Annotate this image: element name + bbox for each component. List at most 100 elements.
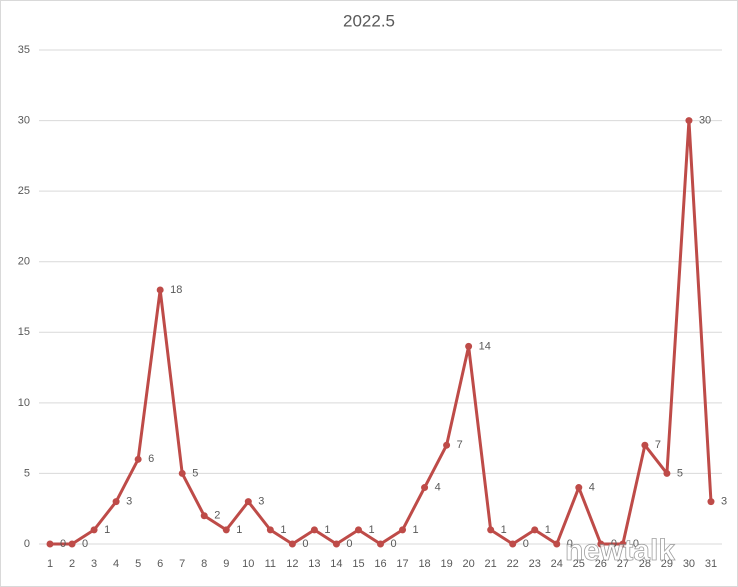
data-label: 6 <box>148 453 154 465</box>
point <box>465 342 473 350</box>
x-tick-label: 24 <box>551 558 563 570</box>
x-tick-label: 4 <box>113 558 119 570</box>
data-label: 5 <box>192 467 198 479</box>
data-label: 0 <box>346 538 352 550</box>
point <box>112 498 120 506</box>
point <box>134 455 142 463</box>
data-label: 2 <box>214 510 220 522</box>
x-tick-label: 19 <box>440 558 452 570</box>
x-tick-label: 29 <box>661 558 673 570</box>
point <box>421 484 429 492</box>
point <box>663 469 671 477</box>
data-label: 4 <box>435 481 441 493</box>
x-tick-label: 26 <box>595 558 607 570</box>
point <box>90 526 98 534</box>
point <box>487 526 495 534</box>
point <box>377 540 384 548</box>
point <box>597 540 605 548</box>
data-label: 1 <box>413 524 419 536</box>
data-label: 1 <box>280 524 286 536</box>
point <box>68 540 76 548</box>
y-tick-label: 20 <box>18 256 30 268</box>
point <box>178 469 186 477</box>
x-tick-label: 14 <box>330 558 342 570</box>
point <box>46 540 54 548</box>
x-tick-label: 1 <box>47 558 53 570</box>
point <box>156 286 164 294</box>
point <box>354 526 362 534</box>
data-label: 4 <box>589 481 595 493</box>
y-tick-label: 25 <box>18 185 30 197</box>
data-label: 1 <box>236 524 242 536</box>
point <box>222 526 230 534</box>
x-tick-label: 18 <box>418 558 430 570</box>
y-tick-label: 35 <box>18 44 30 56</box>
data-label: 0 <box>302 538 308 550</box>
data-label: 30 <box>699 114 711 126</box>
data-label: 1 <box>324 524 330 536</box>
x-tick-label: 2 <box>69 558 75 570</box>
data-label: 7 <box>655 439 661 451</box>
data-label: 0 <box>567 538 573 550</box>
point <box>509 540 517 548</box>
point <box>641 441 649 449</box>
x-tick-label: 13 <box>308 558 320 570</box>
data-label: 0 <box>82 538 88 550</box>
x-tick-label: 30 <box>683 558 695 570</box>
x-tick-label: 10 <box>242 558 254 570</box>
watermark: newtalk <box>565 534 675 567</box>
x-tick-label: 31 <box>705 558 717 570</box>
point <box>332 540 340 548</box>
x-tick-label: 20 <box>463 558 475 570</box>
x-tick-label: 3 <box>91 558 97 570</box>
point <box>443 441 451 449</box>
data-label: 1 <box>545 524 551 536</box>
data-label: 1 <box>368 524 374 536</box>
x-tick-label: 7 <box>179 558 185 570</box>
point <box>310 526 318 534</box>
point <box>266 526 274 534</box>
point <box>200 512 208 520</box>
data-label: 3 <box>721 496 727 508</box>
x-tick-label: 6 <box>157 558 163 570</box>
data-label: 1 <box>104 524 110 536</box>
y-tick-label: 10 <box>18 397 30 409</box>
data-label: 3 <box>126 496 132 508</box>
data-label: 0 <box>611 538 617 550</box>
x-tick-label: 12 <box>286 558 298 570</box>
point <box>619 540 627 548</box>
y-tick-label: 15 <box>18 326 30 338</box>
y-tick-label: 30 <box>18 114 30 126</box>
point <box>685 117 693 125</box>
point <box>288 540 296 548</box>
data-label: 14 <box>479 340 491 352</box>
data-label: 0 <box>633 538 639 550</box>
y-tick-label: 0 <box>24 538 30 550</box>
y-tick-label: 5 <box>24 467 30 479</box>
x-tick-label: 8 <box>201 558 207 570</box>
data-label: 18 <box>170 284 182 296</box>
point <box>575 484 583 492</box>
x-tick-label: 22 <box>507 558 519 570</box>
point <box>399 526 407 534</box>
x-tick-label: 27 <box>617 558 629 570</box>
x-tick-label: 15 <box>352 558 364 570</box>
x-tick-label: 21 <box>485 558 497 570</box>
point <box>531 526 539 534</box>
x-tick-label: 16 <box>374 558 386 570</box>
x-tick-label: 17 <box>396 558 408 570</box>
x-tick-label: 23 <box>529 558 541 570</box>
point <box>553 540 561 548</box>
chart-title: 2022.5 <box>343 11 395 30</box>
data-label: 0 <box>391 538 397 550</box>
data-label: 3 <box>258 496 264 508</box>
data-label: 0 <box>60 538 66 550</box>
x-tick-label: 11 <box>265 558 276 570</box>
data-label: 1 <box>501 524 507 536</box>
x-tick-label: 9 <box>223 558 229 570</box>
x-tick-label: 28 <box>639 558 651 570</box>
point <box>707 498 715 506</box>
point <box>244 498 252 506</box>
